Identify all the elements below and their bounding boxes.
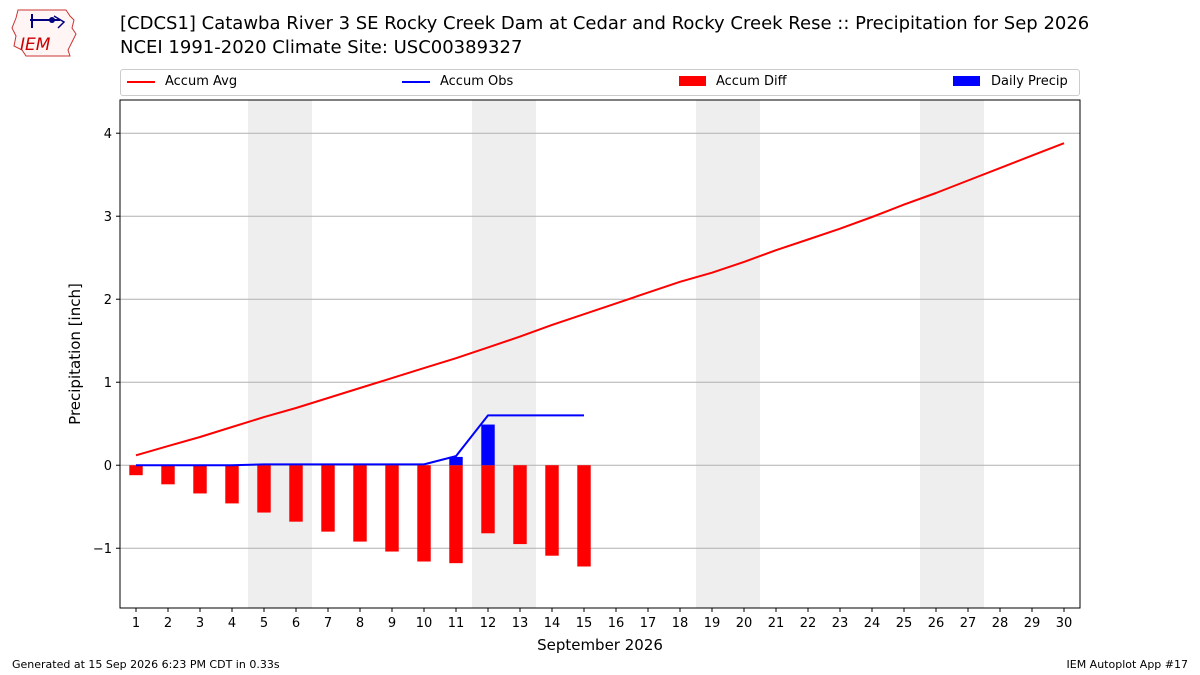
daily-precip-bar [449, 456, 463, 466]
legend-label-accum-diff: Accum Diff [716, 74, 787, 89]
x-tick-label: 24 [864, 616, 881, 631]
logo-text: IEM [20, 35, 51, 55]
weekend-band-1 [248, 100, 312, 608]
footer-generated: Generated at 15 Sep 2026 6:23 PM CDT in … [12, 658, 280, 671]
x-tick-label: 25 [896, 616, 913, 631]
x-tick-label: 18 [672, 616, 689, 631]
y-tick-label: 4 [104, 127, 112, 142]
y-tick-label: 1 [104, 376, 112, 391]
accum-diff-bar [577, 465, 591, 567]
accum-diff-bar [481, 465, 495, 534]
accum-diff-bar [513, 465, 527, 545]
chart-subtitle: NCEI 1991-2020 Climate Site: USC00389327 [120, 37, 523, 58]
accum-obs-line [136, 414, 584, 467]
x-tick-label: 7 [324, 616, 332, 631]
x-tick-label: 1 [132, 616, 140, 631]
legend-swatch-accum-diff [679, 76, 706, 86]
accum-diff-bar [353, 465, 367, 542]
x-tick-label: 5 [260, 616, 268, 631]
y-tick-label: 2 [104, 293, 112, 308]
accum-diff-bar [449, 465, 463, 564]
accum-diff-bar [225, 465, 239, 504]
accum-diff-bar [193, 465, 207, 494]
x-tick-label: 11 [448, 616, 465, 631]
x-tick-label: 30 [1056, 616, 1073, 631]
daily-precip-bar [481, 424, 495, 466]
x-tick-label: 20 [736, 616, 753, 631]
x-tick-label: 28 [992, 616, 1009, 631]
x-tick-label: 6 [292, 616, 300, 631]
y-axis-label: Precipitation [inch] [66, 283, 84, 425]
x-tick-label: 3 [196, 616, 204, 631]
accum-diff-bar [321, 465, 335, 532]
x-tick-label: 19 [704, 616, 721, 631]
x-tick-label: 10 [416, 616, 433, 631]
plot-frame [119, 99, 1081, 609]
accum-diff-bar [417, 465, 431, 562]
x-tick-label: 14 [544, 616, 561, 631]
legend: Accum Avg Accum Obs Accum Diff Daily Pre… [120, 69, 1080, 96]
iem-logo: IEM [8, 6, 84, 64]
x-tick-label: 16 [608, 616, 625, 631]
x-tick-label: 26 [928, 616, 945, 631]
x-tick-label: 21 [768, 616, 785, 631]
x-tick-label: 22 [800, 616, 817, 631]
accum-diff-bar [161, 465, 175, 485]
x-tick-label: 12 [480, 616, 497, 631]
x-tick-label: 4 [228, 616, 236, 631]
legend-label-accum-avg: Accum Avg [165, 74, 238, 89]
legend-label-accum-obs: Accum Obs [440, 74, 514, 89]
weekend-band-3 [696, 100, 760, 608]
accum-avg-line [135, 142, 1065, 457]
x-tick-label: 13 [512, 616, 529, 631]
weekend-band-4 [920, 100, 984, 608]
legend-swatch-daily-precip [953, 76, 980, 86]
x-tick-label: 23 [832, 616, 849, 631]
chart-title: [CDCS1] Catawba River 3 SE Rocky Creek D… [120, 13, 1090, 34]
x-axis-label: September 2026 [537, 636, 663, 654]
accum-diff-bar [257, 465, 271, 513]
accum-diff-bar [289, 465, 303, 522]
x-tick-label: 15 [576, 616, 593, 631]
legend-swatch-accum-avg [127, 81, 155, 83]
accum-diff-bar [129, 465, 143, 476]
x-tick-label: 2 [164, 616, 172, 631]
legend-swatch-accum-obs [402, 81, 430, 83]
x-tick-label: 8 [356, 616, 364, 631]
footer-app: IEM Autoplot App #17 [1066, 658, 1189, 671]
accum-diff-bar [545, 465, 559, 556]
y-tick-label: 0 [104, 459, 112, 474]
x-tick-label: 29 [1024, 616, 1041, 631]
x-tick-label: 17 [640, 616, 657, 631]
legend-label-daily-precip: Daily Precip [991, 74, 1068, 89]
x-tick-label: 27 [960, 616, 977, 631]
accum-diff-bar [385, 465, 399, 552]
x-tick-label: 9 [388, 616, 396, 631]
y-tick-label: 3 [104, 210, 112, 225]
y-tick-label: −1 [93, 542, 112, 557]
